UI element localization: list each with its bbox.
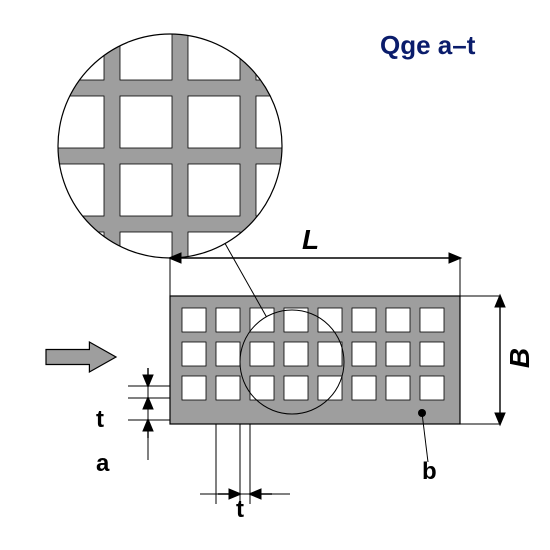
label-a-text: a: [96, 450, 109, 478]
label-L: L: [302, 224, 319, 256]
diagram-title: Qge a–t: [380, 30, 475, 61]
dimension-L: [170, 258, 460, 296]
dimension-B: [460, 296, 500, 424]
dimension-t-horizontal: [200, 424, 290, 504]
label-t-vertical-text: t: [96, 406, 104, 434]
label-b-text: b: [422, 458, 437, 486]
diagram-svg: [0, 0, 550, 550]
dimension-a: [128, 398, 170, 460]
label-t-horizontal-text: t: [236, 496, 244, 524]
diagram-canvas: { "title": { "text": "Qge a–t", "color":…: [0, 0, 550, 550]
label-B-text: B: [504, 348, 536, 368]
dimension-t-vertical: [128, 368, 170, 400]
flow-direction-arrow: [46, 342, 116, 372]
